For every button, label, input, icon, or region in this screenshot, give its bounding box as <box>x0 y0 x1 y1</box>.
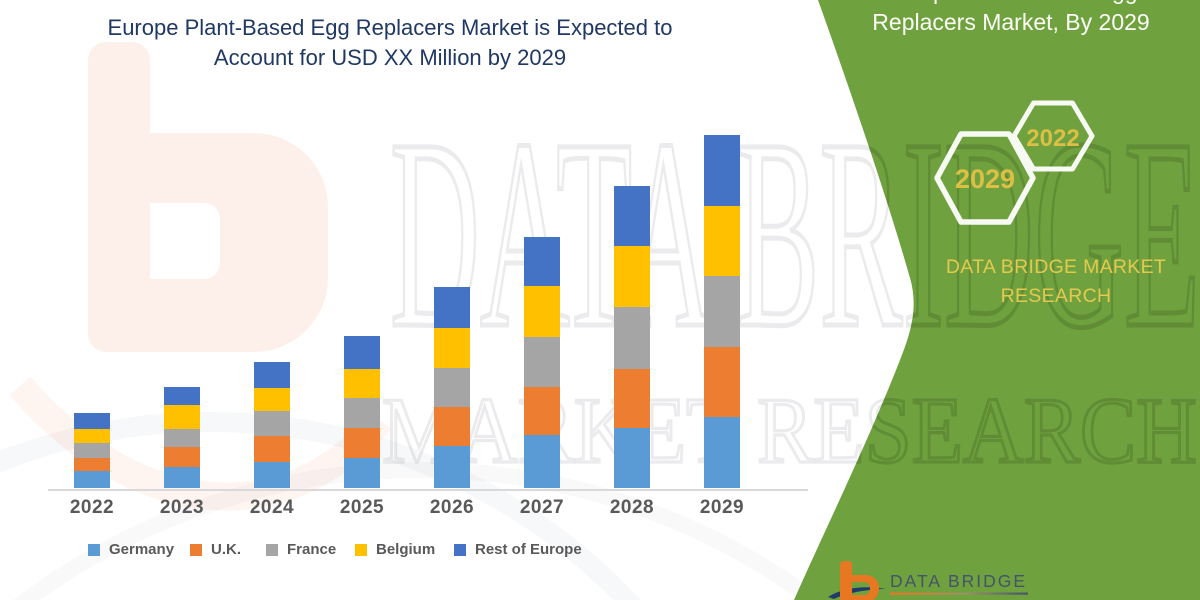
panel-brand-line2: RESEARCH <box>1000 285 1112 307</box>
bar-segment-rest-of-europe <box>614 186 650 246</box>
bar-segment-france <box>254 411 290 436</box>
bar-segment-germany <box>614 428 650 488</box>
bar-segment-belgium <box>344 369 380 398</box>
stacked-bar-2024 <box>254 362 290 488</box>
legend-swatch-icon <box>266 543 278 556</box>
x-axis-label-2028: 2028 <box>609 497 655 518</box>
chart-title-line2: Account for USD XX Million by 2029 <box>213 45 567 70</box>
bar-segment-u-k- <box>524 387 560 435</box>
stacked-bar-2029 <box>704 135 740 488</box>
bar-segment-france <box>434 368 470 407</box>
legend-item: Belgium <box>355 541 435 558</box>
x-axis-label-2029: 2029 <box>699 497 745 518</box>
stacked-bar-2025 <box>344 336 380 488</box>
bar-segment-rest-of-europe <box>254 362 290 388</box>
bar-segment-france <box>344 398 380 428</box>
x-axis-label-2026: 2026 <box>429 497 475 518</box>
legend-swatch-icon <box>454 543 466 556</box>
bar-segment-france <box>524 337 560 387</box>
panel-brand-line1: DATA BRIDGE MARKET <box>945 256 1167 278</box>
bar-segment-germany <box>254 462 290 488</box>
bar-segment-germany <box>344 458 380 488</box>
bar-segment-germany <box>704 417 740 488</box>
bar-segment-france <box>614 307 650 369</box>
bar-segment-u-k- <box>74 458 110 471</box>
legend-label: France <box>287 541 337 558</box>
legend-label: U.K. <box>211 541 241 558</box>
x-axis-label-2027: 2027 <box>519 497 565 518</box>
x-axis-label-2022: 2022 <box>69 497 115 518</box>
legend-swatch-icon <box>190 543 202 556</box>
bar-segment-rest-of-europe <box>164 387 200 405</box>
bar-segment-belgium <box>434 328 470 368</box>
bar-segment-rest-of-europe <box>344 336 380 369</box>
hexagon-2022-label: 2022 <box>1026 125 1079 152</box>
x-axis-label-2025: 2025 <box>339 497 385 518</box>
panel-brand-text: DATA BRIDGE MARKET RESEARCH <box>880 253 1200 311</box>
bar-segment-u-k- <box>434 407 470 446</box>
stacked-bar-2027 <box>524 237 560 488</box>
legend-swatch-icon <box>355 543 367 556</box>
stacked-bar-2026 <box>434 287 470 488</box>
x-axis-line <box>48 489 808 491</box>
bar-segment-rest-of-europe <box>524 237 560 286</box>
bar-segment-belgium <box>524 286 560 337</box>
legend-item: Rest of Europe <box>454 541 582 558</box>
bar-segment-germany <box>434 446 470 488</box>
bar-segment-rest-of-europe <box>74 413 110 429</box>
stacked-bar-2022 <box>74 413 110 488</box>
legend-label: Rest of Europe <box>475 541 582 558</box>
chart-title: Europe Plant-Based Egg Replacers Market … <box>40 13 740 73</box>
bar-segment-belgium <box>254 388 290 411</box>
x-axis-label-2023: 2023 <box>159 497 205 518</box>
bars-layer: 2022 2023 2024 2025 2026 2027 2028 2029 <box>69 135 745 518</box>
x-axis-label-2024: 2024 <box>249 497 295 518</box>
hexagon-2022-icon <box>1011 100 1095 172</box>
legend-item: Germany <box>88 541 174 558</box>
bar-segment-rest-of-europe <box>704 135 740 206</box>
legend: Germany U.K. France Belgium Rest of Europe <box>0 541 820 565</box>
bar-segment-belgium <box>614 246 650 307</box>
panel-header: Europe Plant-Based Egg Replacers Market,… <box>828 0 1194 38</box>
legend-item: France <box>266 541 336 558</box>
footer-logo-underline <box>890 592 1028 595</box>
stacked-bar-2028 <box>614 186 650 488</box>
bar-segment-france <box>164 429 200 447</box>
chart-title-line1: Europe Plant-Based Egg Replacers Market … <box>107 15 673 40</box>
bar-segment-belgium <box>164 405 200 429</box>
hexagon-2029-label: 2029 <box>955 164 1015 194</box>
hexagon-2029-icon <box>934 131 1036 225</box>
bar-segment-france <box>704 276 740 347</box>
legend-label: Germany <box>109 541 175 558</box>
bar-segment-u-k- <box>704 347 740 417</box>
bar-segment-u-k- <box>614 369 650 428</box>
bar-segment-belgium <box>704 206 740 276</box>
bar-segment-rest-of-europe <box>434 287 470 328</box>
bar-segment-u-k- <box>254 436 290 462</box>
bar-segment-germany <box>164 467 200 488</box>
legend-label: Belgium <box>376 541 436 558</box>
panel-header-line2: Replacers Market, By 2029 <box>872 9 1150 35</box>
bar-segment-germany <box>74 471 110 488</box>
panel-header-line1: Europe Plant-Based Egg <box>828 0 1194 7</box>
bar-segment-france <box>74 443 110 458</box>
stacked-bar-2023 <box>164 387 200 488</box>
footer-logo-b-icon <box>840 561 879 600</box>
bar-segment-germany <box>524 435 560 488</box>
legend-swatch-icon <box>88 543 100 556</box>
legend-item: U.K. <box>190 541 241 558</box>
bar-segment-u-k- <box>164 447 200 467</box>
bar-segment-u-k- <box>344 428 380 458</box>
footer-logo: DATA BRIDGE MARKET RESEARCH <box>828 561 1037 600</box>
bar-segment-belgium <box>74 429 110 443</box>
footer-logo-title: DATA BRIDGE <box>890 571 1027 591</box>
